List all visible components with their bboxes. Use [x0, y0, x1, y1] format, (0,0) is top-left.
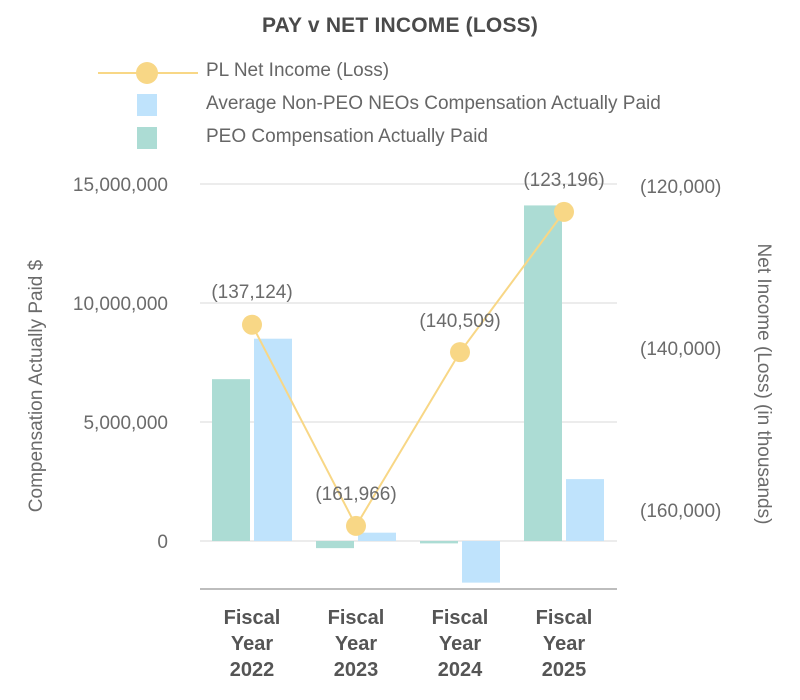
- net-income-point: [450, 342, 470, 363]
- legend-dot-marker: [136, 62, 158, 84]
- legend-label-net-income: PL Net Income (Loss): [206, 60, 390, 81]
- y2-tick-label: (140,000): [640, 339, 721, 360]
- bar-peo: [524, 205, 562, 542]
- legend-label-peo: PEO Compensation Actually Paid: [206, 126, 488, 147]
- y-tick-label: 10,000,000: [73, 294, 168, 315]
- y2-tick-label: (120,000): [640, 177, 721, 198]
- x-tick-label: Year: [335, 633, 377, 655]
- y-tick-label: 15,000,000: [73, 175, 168, 196]
- legend-swatch-non-peo: [137, 94, 157, 116]
- y2-tick-label: (160,000): [640, 501, 721, 522]
- x-tick-label: Fiscal: [328, 607, 385, 629]
- chart-title: PAY v NET INCOME (LOSS): [261, 14, 539, 37]
- y-tick-label: 5,000,000: [83, 413, 168, 434]
- x-tick-label: Fiscal: [432, 607, 489, 629]
- bar-non-peo: [254, 338, 292, 541]
- x-tick-label: 2022: [230, 659, 275, 681]
- legend-item-net-income: PL Net Income (Loss): [0, 56, 800, 88]
- net-income-point: [554, 201, 574, 222]
- data-label: (123,196): [523, 170, 604, 191]
- x-tick-label: 2024: [438, 659, 483, 681]
- bar-peo: [420, 541, 458, 544]
- x-tick-label: Year: [439, 633, 481, 655]
- legend: PL Net Income (Loss) Average Non-PEO NEO…: [0, 56, 800, 156]
- bar-non-peo: [566, 479, 604, 541]
- x-tick-label: Fiscal: [224, 607, 281, 629]
- data-label: (161,966): [315, 484, 396, 505]
- x-tick-label: Year: [543, 633, 585, 655]
- x-tick-label: Year: [231, 633, 273, 655]
- net-income-line: [251, 211, 565, 528]
- data-label: (137,124): [211, 282, 292, 303]
- bar-peo: [212, 379, 250, 541]
- y-axis-title: Compensation Actually Paid $: [26, 259, 47, 512]
- x-tick-label: 2025: [542, 659, 587, 681]
- bar-peo: [316, 541, 354, 549]
- x-tick-label: 2023: [334, 659, 379, 681]
- bar-non-peo: [462, 541, 500, 583]
- legend-item-non-peo: Average Non-PEO NEOs Compensation Actual…: [0, 89, 800, 121]
- bar-non-peo: [358, 532, 396, 541]
- x-tick-label: Fiscal: [536, 607, 593, 629]
- net-income-point: [242, 314, 262, 335]
- net-income-point: [346, 515, 366, 536]
- legend-swatch-peo: [137, 127, 157, 149]
- legend-item-peo: PEO Compensation Actually Paid: [0, 122, 800, 154]
- y-tick-label: 0: [157, 532, 168, 553]
- legend-label-non-peo: Average Non-PEO NEOs Compensation Actual…: [206, 93, 661, 114]
- y2-axis-title: Net Income (Loss) (in thousands): [753, 244, 774, 525]
- data-label: (140,509): [419, 311, 500, 332]
